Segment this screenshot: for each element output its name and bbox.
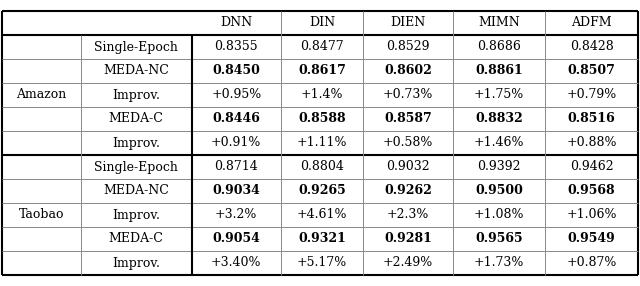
Text: 0.9321: 0.9321 (298, 233, 346, 245)
Text: 0.8714: 0.8714 (214, 160, 258, 174)
Text: 0.8804: 0.8804 (300, 160, 344, 174)
Text: 0.9500: 0.9500 (475, 184, 523, 198)
Text: +1.08%: +1.08% (474, 208, 524, 221)
Text: 0.8588: 0.8588 (298, 112, 346, 126)
Text: +2.49%: +2.49% (383, 257, 433, 269)
Text: +1.46%: +1.46% (474, 136, 524, 150)
Text: MIMN: MIMN (478, 17, 520, 29)
Text: DNN: DNN (220, 17, 252, 29)
Text: Improv.: Improv. (112, 88, 160, 102)
Text: 0.8516: 0.8516 (568, 112, 616, 126)
Text: DIN: DIN (309, 17, 335, 29)
Text: 0.9392: 0.9392 (477, 160, 521, 174)
Text: Single-Epoch: Single-Epoch (94, 41, 178, 53)
Text: +1.75%: +1.75% (474, 88, 524, 102)
Text: 0.8507: 0.8507 (568, 65, 616, 78)
Text: +0.91%: +0.91% (211, 136, 262, 150)
Text: 0.9462: 0.9462 (570, 160, 614, 174)
Text: 0.9032: 0.9032 (386, 160, 429, 174)
Text: 0.8446: 0.8446 (212, 112, 260, 126)
Text: DIEN: DIEN (390, 17, 426, 29)
Text: 0.8861: 0.8861 (475, 65, 523, 78)
Text: 0.8602: 0.8602 (384, 65, 432, 78)
Text: +0.95%: +0.95% (211, 88, 261, 102)
Text: MEDA-NC: MEDA-NC (103, 184, 169, 198)
Text: +3.40%: +3.40% (211, 257, 262, 269)
Text: MEDA-NC: MEDA-NC (103, 65, 169, 78)
Text: MEDA-C: MEDA-C (109, 112, 164, 126)
Text: 0.8617: 0.8617 (298, 65, 346, 78)
Text: +5.17%: +5.17% (297, 257, 348, 269)
Text: MEDA-C: MEDA-C (109, 233, 164, 245)
Text: +0.79%: +0.79% (566, 88, 617, 102)
Text: +0.73%: +0.73% (383, 88, 433, 102)
Text: Improv.: Improv. (112, 257, 160, 269)
Text: 0.8450: 0.8450 (212, 65, 260, 78)
Text: 0.8832: 0.8832 (475, 112, 523, 126)
Text: 0.9549: 0.9549 (568, 233, 616, 245)
Text: 0.8587: 0.8587 (384, 112, 432, 126)
Text: +1.06%: +1.06% (566, 208, 617, 221)
Text: ADFM: ADFM (572, 17, 612, 29)
Text: 0.9568: 0.9568 (568, 184, 616, 198)
Text: 0.8428: 0.8428 (570, 41, 614, 53)
Text: 0.9281: 0.9281 (384, 233, 432, 245)
Text: +1.11%: +1.11% (297, 136, 348, 150)
Text: 0.9034: 0.9034 (212, 184, 260, 198)
Text: +0.58%: +0.58% (383, 136, 433, 150)
Text: 0.9565: 0.9565 (475, 233, 523, 245)
Text: +1.4%: +1.4% (301, 88, 343, 102)
Text: +0.87%: +0.87% (566, 257, 617, 269)
Text: +3.2%: +3.2% (215, 208, 257, 221)
Text: 0.8355: 0.8355 (214, 41, 258, 53)
Text: +4.61%: +4.61% (297, 208, 348, 221)
Text: Single-Epoch: Single-Epoch (94, 160, 178, 174)
Text: 0.9054: 0.9054 (212, 233, 260, 245)
Text: Improv.: Improv. (112, 136, 160, 150)
Text: +2.3%: +2.3% (387, 208, 429, 221)
Text: Improv.: Improv. (112, 208, 160, 221)
Text: 0.8529: 0.8529 (386, 41, 429, 53)
Text: Amazon: Amazon (17, 88, 67, 102)
Text: Taobao: Taobao (19, 208, 64, 221)
Text: +1.73%: +1.73% (474, 257, 524, 269)
Text: 0.8477: 0.8477 (300, 41, 344, 53)
Text: 0.9265: 0.9265 (298, 184, 346, 198)
Text: 0.8686: 0.8686 (477, 41, 521, 53)
Text: +0.88%: +0.88% (566, 136, 617, 150)
Text: 0.9262: 0.9262 (384, 184, 432, 198)
